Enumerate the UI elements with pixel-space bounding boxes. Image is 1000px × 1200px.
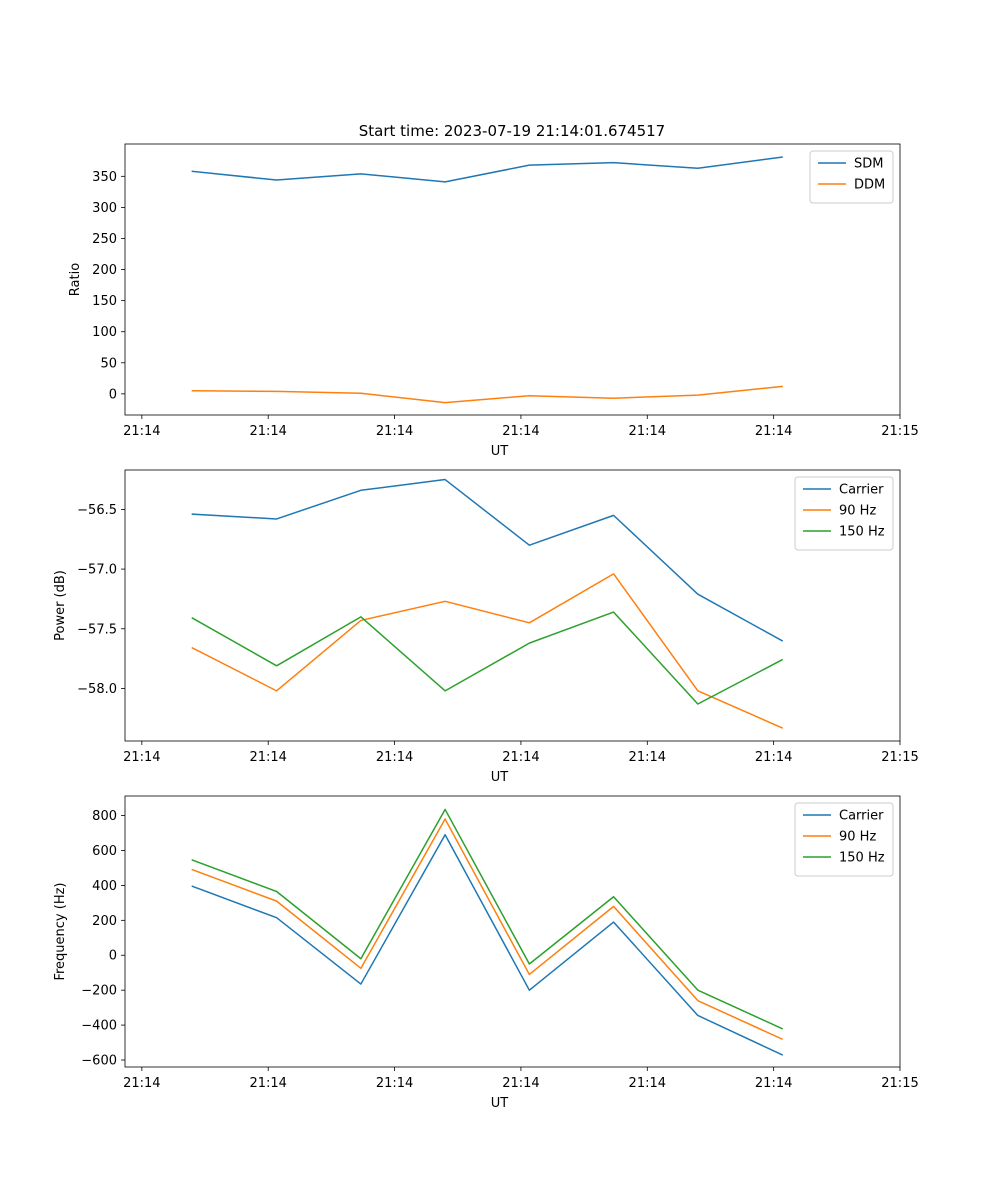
y-tick-label: −400 <box>81 1019 117 1034</box>
figure-title: Start time: 2023-07-19 21:14:01.674517 <box>359 122 665 140</box>
series-line-carrier <box>191 834 784 1056</box>
x-tick-label: 21:14 <box>249 750 286 765</box>
chart-panel-3: 21:14 21:14 21:14 21:14 21:14 21:14 21:15 −600 −… <box>53 795 919 1111</box>
series-line-90-hz <box>191 818 784 1041</box>
y-tick-label: −57.5 <box>77 622 117 637</box>
x-tick-label: 21:14 <box>249 424 286 439</box>
legend: Carrier 90 Hz 150 Hz <box>794 476 894 551</box>
x-tick-label: 21:14 <box>755 1076 792 1091</box>
y-tick-label: 150 <box>92 294 117 309</box>
y-tick-label: −58.0 <box>77 682 117 697</box>
x-tick-label: 21:14 <box>629 1076 666 1091</box>
plot-frame <box>124 143 901 416</box>
x-axis-label: UT <box>491 444 509 459</box>
y-axis-label: Frequency (Hz) <box>53 882 68 980</box>
x-tick-label: 21:15 <box>881 424 918 439</box>
x-tick-label: 21:14 <box>123 750 160 765</box>
legend-label: SDM <box>854 157 883 172</box>
y-tick-label: 0 <box>109 949 117 964</box>
legend: SDM DDM <box>809 150 894 204</box>
legend-label: Carrier <box>839 809 884 824</box>
legend-label: 150 Hz <box>839 525 885 540</box>
y-tick-label: 350 <box>92 170 117 185</box>
chart-panel-1: 21:14 21:14 21:14 21:14 21:14 21:14 21:15 0 50 10… <box>68 143 919 459</box>
x-tick-label: 21:14 <box>502 1076 539 1091</box>
y-tick-label: −600 <box>81 1054 117 1069</box>
y-tick-label: 200 <box>92 914 117 929</box>
y-tick-label: 250 <box>92 232 117 247</box>
legend-label: 150 Hz <box>839 851 885 866</box>
y-axis-label: Power (dB) <box>53 570 68 641</box>
legend-label: DDM <box>854 178 885 193</box>
x-tick-label: 21:14 <box>249 1076 286 1091</box>
x-tick-label: 21:14 <box>629 750 666 765</box>
x-tick-label: 21:14 <box>755 750 792 765</box>
x-tick-label: 21:14 <box>123 1076 160 1091</box>
legend-box <box>809 150 894 204</box>
series-line-150-hz <box>191 808 784 1030</box>
y-tick-label: 400 <box>92 879 117 894</box>
y-tick-label: 200 <box>92 263 117 278</box>
legend-label: 90 Hz <box>839 504 876 519</box>
series-line-sdm <box>191 156 783 183</box>
x-axis-label: UT <box>491 770 509 785</box>
series-line-ddm <box>191 385 783 404</box>
chart-panel-2: 21:14 21:14 21:14 21:14 21:14 21:14 21:15 −58.0… <box>53 469 919 785</box>
legend: Carrier 90 Hz 150 Hz <box>794 802 894 877</box>
y-tick-label: −56.5 <box>77 503 117 518</box>
y-tick-label: 100 <box>92 325 117 340</box>
x-tick-label: 21:15 <box>881 1076 918 1091</box>
legend-label: 90 Hz <box>839 830 876 845</box>
y-tick-label: −200 <box>81 984 117 999</box>
plot-frame <box>124 469 901 742</box>
x-tick-label: 21:14 <box>755 424 792 439</box>
y-tick-label: 800 <box>92 809 117 824</box>
x-tick-label: 21:15 <box>881 750 918 765</box>
y-tick-label: 50 <box>100 356 117 371</box>
x-tick-label: 21:14 <box>376 1076 413 1091</box>
x-tick-label: 21:14 <box>123 424 160 439</box>
x-tick-label: 21:14 <box>376 424 413 439</box>
x-tick-label: 21:14 <box>376 750 413 765</box>
series-line-90-hz <box>191 573 784 729</box>
x-tick-label: 21:14 <box>502 424 539 439</box>
legend-label: Carrier <box>839 483 884 498</box>
y-tick-label: −57.0 <box>77 563 117 578</box>
series-line-150-hz <box>191 611 784 705</box>
x-axis-label: UT <box>491 1096 509 1111</box>
y-axis-label: Ratio <box>68 263 83 296</box>
series-line-carrier <box>191 478 784 642</box>
y-tick-label: 300 <box>92 201 117 216</box>
y-tick-label: 600 <box>92 844 117 859</box>
y-tick-label: 0 <box>109 387 117 402</box>
x-tick-label: 21:14 <box>502 750 539 765</box>
x-tick-label: 21:14 <box>629 424 666 439</box>
plot-frame <box>124 795 901 1068</box>
